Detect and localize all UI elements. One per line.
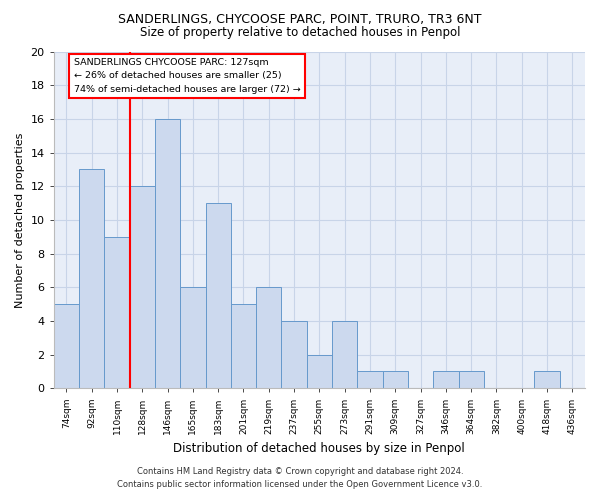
Bar xyxy=(358,372,383,388)
Y-axis label: Number of detached properties: Number of detached properties xyxy=(15,132,25,308)
Bar xyxy=(104,236,130,388)
Bar xyxy=(307,354,332,388)
Bar xyxy=(256,287,281,388)
Bar xyxy=(383,372,408,388)
Bar xyxy=(433,372,458,388)
Bar xyxy=(54,304,79,388)
Text: SANDERLINGS, CHYCOOSE PARC, POINT, TRURO, TR3 6NT: SANDERLINGS, CHYCOOSE PARC, POINT, TRURO… xyxy=(118,12,482,26)
Bar xyxy=(332,321,358,388)
Bar xyxy=(231,304,256,388)
Bar xyxy=(206,203,231,388)
Bar xyxy=(458,372,484,388)
Bar xyxy=(155,119,180,388)
Bar xyxy=(281,321,307,388)
Text: Contains HM Land Registry data © Crown copyright and database right 2024.
Contai: Contains HM Land Registry data © Crown c… xyxy=(118,468,482,489)
Bar xyxy=(180,287,206,388)
Bar xyxy=(535,372,560,388)
Bar xyxy=(79,170,104,388)
Text: SANDERLINGS CHYCOOSE PARC: 127sqm
← 26% of detached houses are smaller (25)
74% : SANDERLINGS CHYCOOSE PARC: 127sqm ← 26% … xyxy=(74,58,301,94)
Bar xyxy=(130,186,155,388)
Text: Size of property relative to detached houses in Penpol: Size of property relative to detached ho… xyxy=(140,26,460,39)
X-axis label: Distribution of detached houses by size in Penpol: Distribution of detached houses by size … xyxy=(173,442,465,455)
